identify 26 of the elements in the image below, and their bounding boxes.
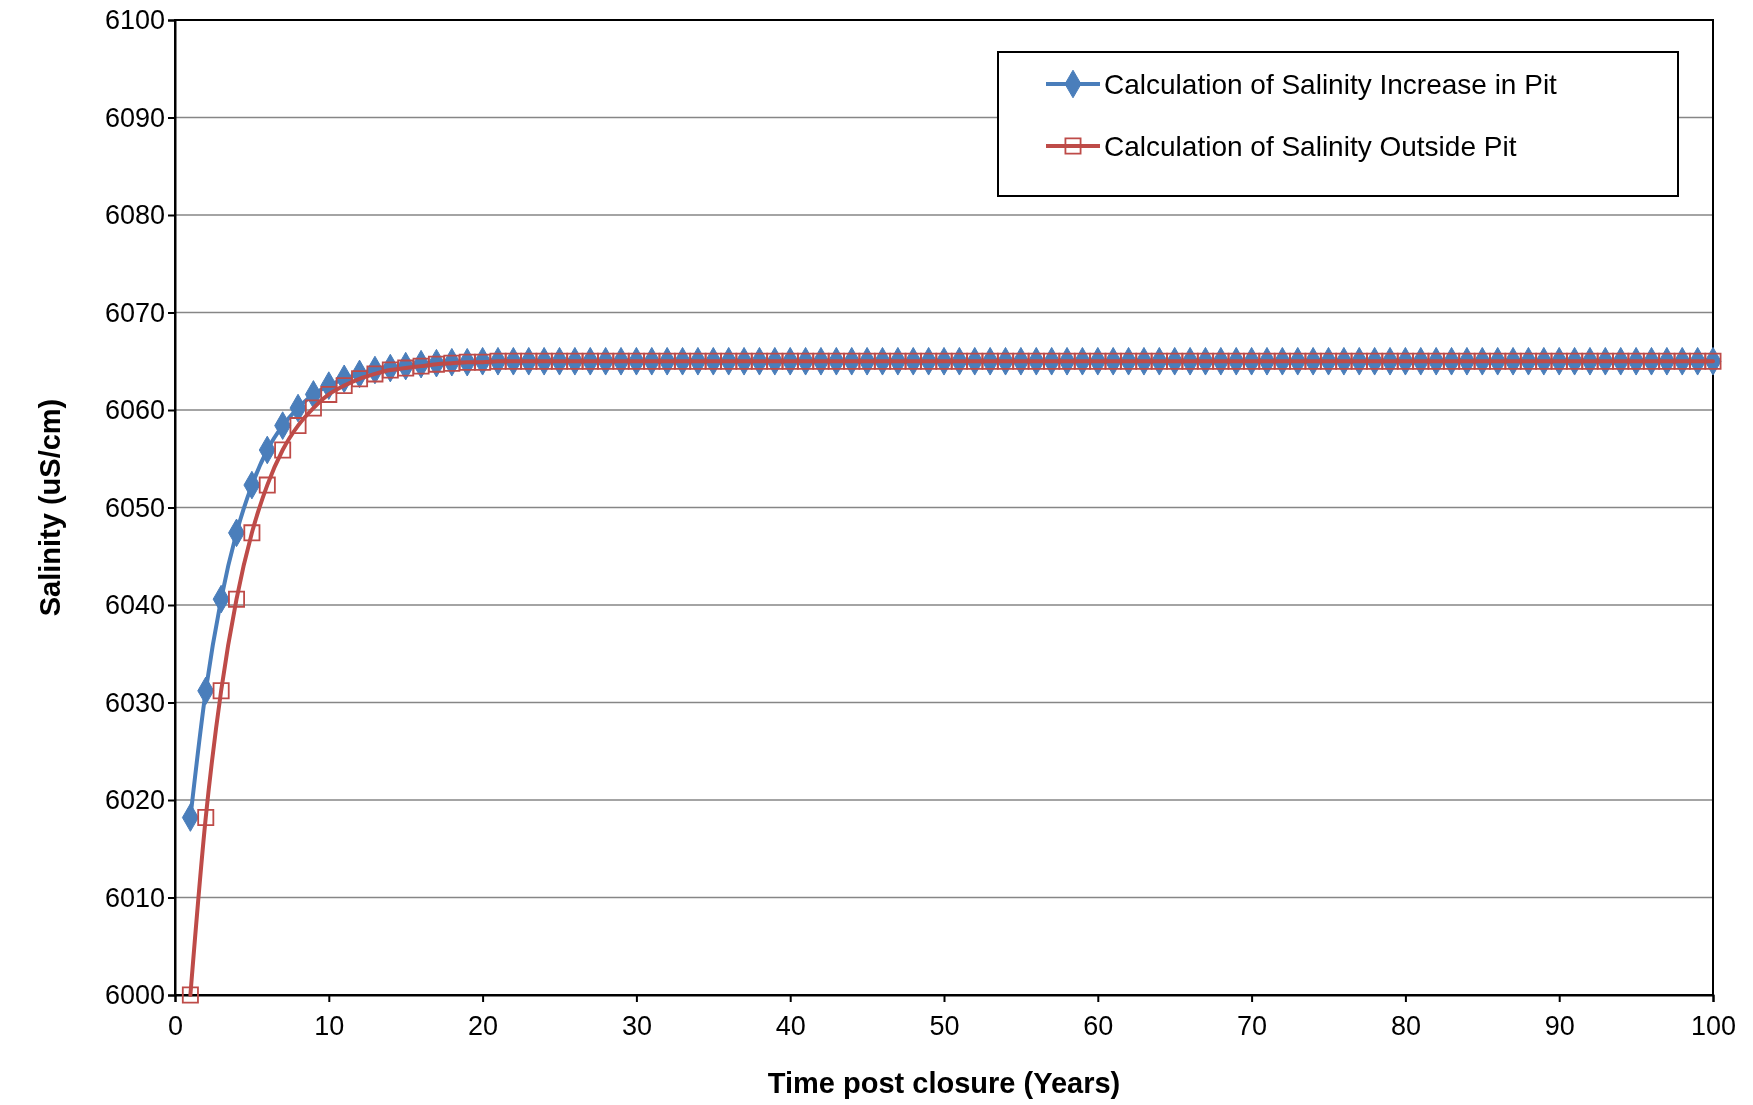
y-tick-label: 6070	[104, 297, 165, 328]
x-tick-label: 30	[621, 1010, 652, 1041]
legend-label: Calculation of Salinity Outside Pit	[1104, 130, 1517, 162]
y-tick-label: 6010	[104, 882, 165, 913]
y-tick-label: 6050	[104, 492, 165, 523]
y-tick-label: 6080	[104, 200, 165, 231]
x-tick-label: 20	[468, 1010, 499, 1041]
x-tick-label: 40	[775, 1010, 806, 1041]
y-tick-label: 6090	[104, 102, 165, 133]
legend-label: Calculation of Salinity Increase in Pit	[1104, 68, 1558, 100]
x-axis-title: Time post closure (Years)	[767, 1067, 1121, 1099]
x-tick-label: 50	[929, 1010, 960, 1041]
x-tick-label: 60	[1083, 1010, 1114, 1041]
y-tick-label: 6100	[104, 5, 165, 36]
y-tick-label: 6040	[104, 590, 165, 621]
y-tick-label: 6030	[104, 687, 165, 718]
y-axis-title: Salinity (uS/cm)	[34, 398, 66, 617]
y-tick-label: 6020	[104, 785, 165, 816]
x-tick-label: 10	[314, 1010, 345, 1041]
x-tick-label: 100	[1690, 1010, 1737, 1041]
x-tick-label: 90	[1544, 1010, 1575, 1041]
y-tick-label: 6000	[104, 980, 165, 1011]
x-tick-label: 80	[1390, 1010, 1421, 1041]
y-tick-label: 6060	[104, 395, 165, 426]
x-tick-label: 0	[167, 1010, 184, 1041]
x-tick-label: 70	[1237, 1010, 1268, 1041]
